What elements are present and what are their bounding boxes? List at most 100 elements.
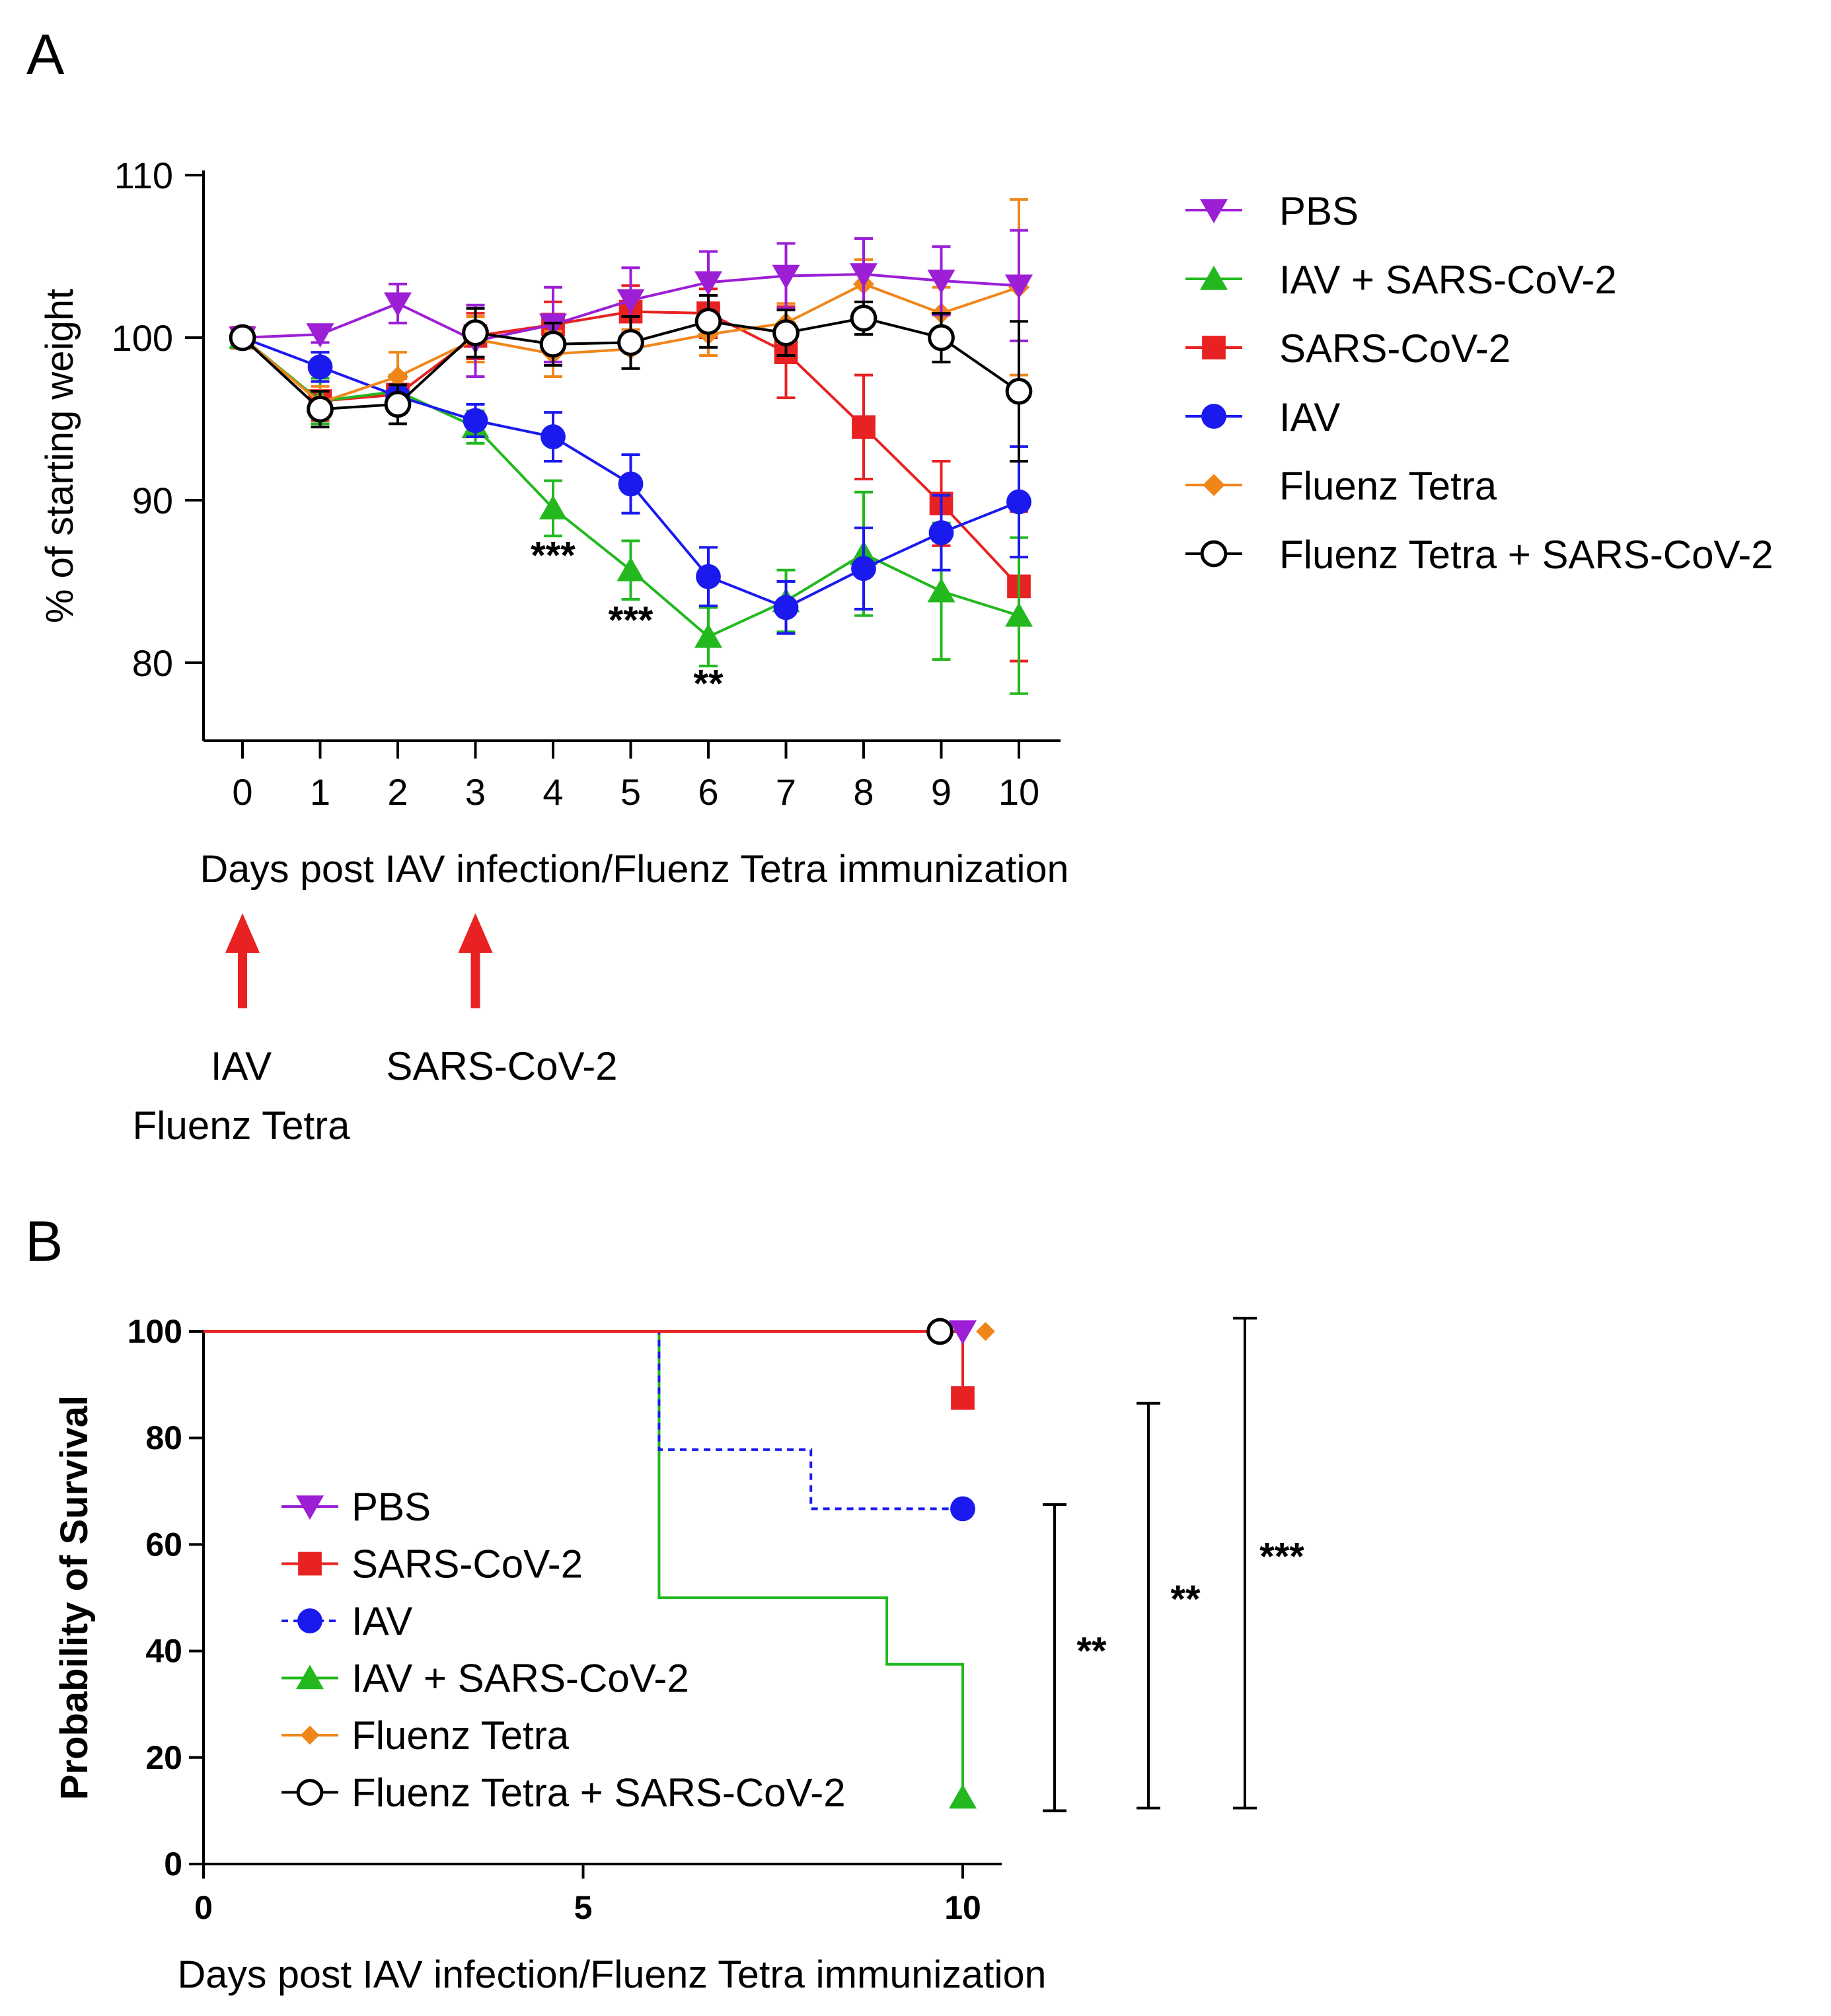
legend-label: Fluenz Tetra + SARS-CoV-2 (352, 1771, 846, 1815)
significance-bracket-3: *** (1233, 1316, 1304, 1810)
data-point (541, 424, 566, 449)
legend-label: PBS (1279, 189, 1359, 233)
data-point (617, 556, 645, 581)
legend-label: PBS (352, 1485, 431, 1529)
data-point (1005, 274, 1033, 299)
legend-marker (298, 1551, 322, 1576)
legend-label: IAV + SARS-CoV-2 (1279, 258, 1617, 302)
legend-label: SARS-CoV-2 (352, 1542, 583, 1587)
data-point (539, 495, 567, 520)
legend-marker (1201, 404, 1226, 429)
data-point (696, 564, 721, 589)
data-point (850, 305, 878, 332)
panel-a-series (229, 198, 1033, 695)
panel-b-y-tick-label: 100 (128, 1313, 182, 1350)
panel-a-x-tick-label: 7 (776, 771, 796, 813)
significance-label: ** (1076, 1630, 1107, 1673)
significance-label: *** (531, 534, 576, 577)
panel-a-x-tick-label: 5 (620, 771, 641, 813)
survival-fluenz-tetra-sars-cov-2 (926, 1318, 953, 1345)
survival-endpoint (949, 1784, 977, 1809)
legend-marker (1203, 474, 1225, 496)
legend-item-fluenz-tetra: Fluenz Tetra (281, 1713, 570, 1758)
legend-marker (296, 1495, 324, 1520)
panel-a-x-tick-label: 0 (232, 771, 252, 813)
data-point (773, 595, 799, 620)
survival-endpoint (950, 1496, 975, 1522)
panel-b-series (204, 1318, 995, 1809)
panel-b-y-tick-label: 0 (164, 1846, 182, 1883)
significance-label: ** (1170, 1578, 1201, 1621)
data-point (307, 354, 333, 380)
significance-bracket-2: ** (1137, 1401, 1201, 1810)
legend-item-iav: IAV (1185, 395, 1340, 439)
data-point (694, 623, 722, 648)
panel-a-x-tick-label: 1 (310, 771, 330, 813)
legend-item-pbs: PBS (1185, 189, 1359, 233)
panel-b-y-title: Probability of Survival (53, 1396, 96, 1800)
survival-endpoint (949, 1320, 977, 1345)
panel-b-axes (202, 1331, 1002, 1865)
survival-sars-cov-2 (204, 1330, 975, 1410)
data-point (229, 324, 256, 352)
panel-a-x-title: Days post IAV infection/Fluenz Tetra imm… (200, 848, 1069, 891)
legend-label: IAV (352, 1599, 412, 1643)
data-point (1005, 602, 1033, 627)
panel-a-x-tick-label: 4 (542, 771, 563, 813)
data-point (851, 556, 876, 581)
survival-iav (204, 1330, 975, 1522)
legend-marker (1202, 336, 1226, 359)
data-point (928, 324, 955, 352)
panel-a-x-tick-label: 10 (998, 771, 1039, 813)
survival-curve (204, 1330, 964, 1398)
legend-item-iav-sars-cov-2: IAV + SARS-CoV-2 (1185, 258, 1617, 302)
legend-item-sars-cov-2: SARS-CoV-2 (1185, 326, 1511, 371)
timeline-label: IAV (211, 1044, 272, 1088)
significance-bracket-1: ** (1043, 1503, 1107, 1812)
legend-label: IAV (1279, 395, 1340, 439)
data-point (618, 471, 644, 497)
data-point (927, 270, 955, 294)
panel-a-annotations: ******** (531, 534, 724, 705)
data-point (1006, 489, 1031, 515)
panel-a-y-tick-label: 100 (112, 317, 173, 359)
arrow-head (225, 913, 260, 953)
data-point (772, 264, 800, 289)
panel-a-x-tick-label: 3 (465, 771, 486, 813)
data-point (463, 408, 488, 433)
data-point (694, 271, 722, 296)
legend-marker (296, 1664, 324, 1690)
legend-marker (1200, 199, 1228, 223)
legend-item-pbs: PBS (281, 1485, 431, 1529)
legend-marker (1200, 266, 1228, 290)
survival-fluenz-tetra (976, 1322, 995, 1341)
legend-item-fluenz-tetra-sars-cov-2: Fluenz Tetra + SARS-CoV-2 (281, 1771, 846, 1815)
legend-item-sars-cov-2: SARS-CoV-2 (281, 1542, 583, 1587)
legend-label: IAV + SARS-CoV-2 (352, 1657, 689, 1701)
data-point (617, 289, 645, 314)
legend-item-iav-sars-cov-2: IAV + SARS-CoV-2 (281, 1657, 689, 1701)
legend-item-fluenz-tetra: Fluenz Tetra (1185, 464, 1497, 508)
arrow-shaft (470, 950, 480, 1008)
panel-a-y-title: % of starting weight (38, 289, 81, 623)
legend-marker (300, 1725, 320, 1745)
legend-item-iav: IAV (281, 1599, 412, 1643)
timeline-label: Fluenz Tetra (132, 1103, 350, 1148)
significance-label: ** (693, 663, 724, 706)
data-point (384, 292, 412, 317)
panel-b-significance: ******* (1043, 1316, 1304, 1812)
data-point (306, 323, 334, 348)
panel-b-legend: PBS SARS-CoV-2 IAV IAV + SARS-CoV-2 Fluenz T… (281, 1485, 846, 1815)
survival-curve (204, 1330, 963, 1511)
arrow-shaft (238, 950, 247, 1008)
legend-label: Fluenz Tetra + SARS-CoV-2 (1279, 533, 1774, 577)
survival-endpoint (951, 1386, 975, 1410)
legend-marker (296, 1779, 324, 1806)
data-point (617, 329, 644, 356)
survival-endpoint (976, 1322, 995, 1341)
panel-a-x-tick-label: 9 (931, 771, 952, 813)
panel-b-label: B (25, 1210, 63, 1273)
panel-a-x-tick-label: 8 (853, 771, 874, 813)
panel-b-x-tick-label: 10 (944, 1889, 981, 1926)
